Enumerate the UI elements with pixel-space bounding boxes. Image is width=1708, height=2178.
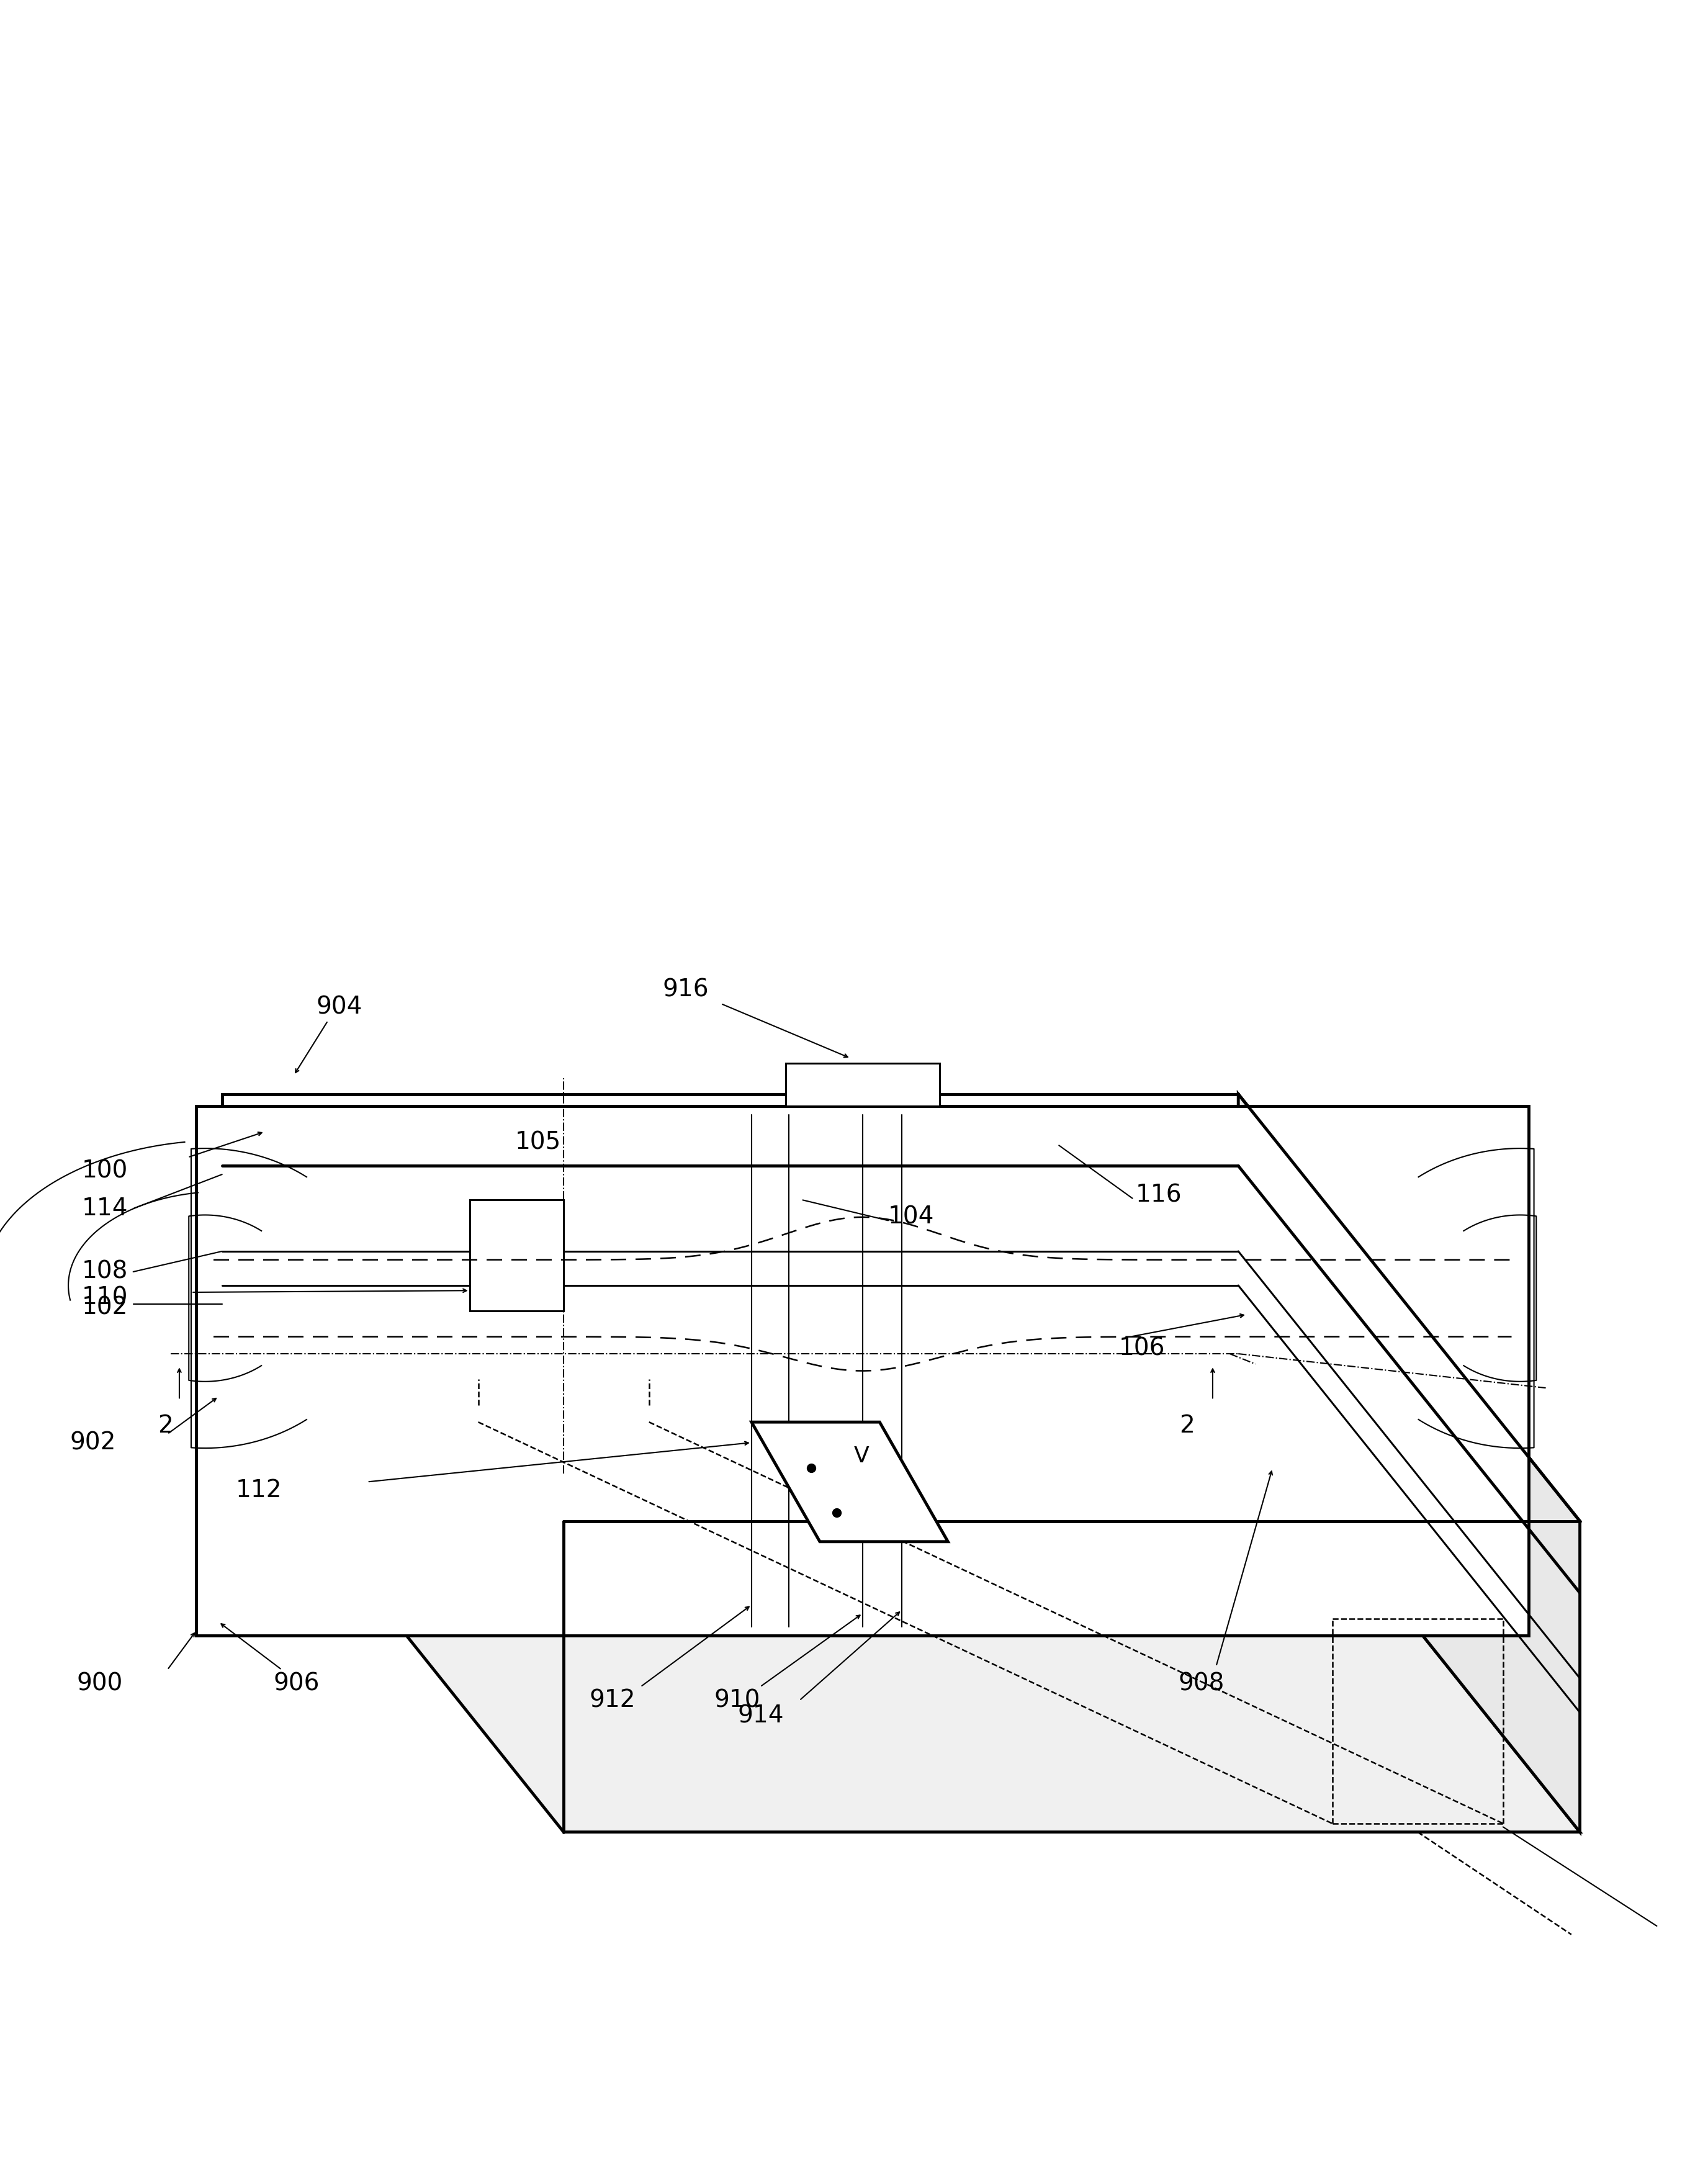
Text: 900: 900 xyxy=(77,1673,123,1694)
Polygon shape xyxy=(786,1063,939,1106)
Text: 912: 912 xyxy=(589,1688,635,1712)
Text: 108: 108 xyxy=(82,1261,128,1283)
Polygon shape xyxy=(752,1422,948,1542)
Polygon shape xyxy=(222,1405,1580,1832)
Text: 112: 112 xyxy=(236,1479,282,1503)
Text: 2: 2 xyxy=(159,1414,173,1437)
Text: 910: 910 xyxy=(714,1688,760,1712)
Text: 100: 100 xyxy=(82,1159,128,1183)
Text: 902: 902 xyxy=(70,1431,116,1455)
Text: 104: 104 xyxy=(888,1204,934,1228)
Text: 2: 2 xyxy=(1180,1414,1194,1437)
Polygon shape xyxy=(1238,1093,1580,1832)
Text: 914: 914 xyxy=(738,1703,784,1727)
Text: 114: 114 xyxy=(82,1196,128,1220)
Text: V: V xyxy=(854,1446,869,1466)
Text: 916: 916 xyxy=(663,978,709,1002)
Text: 110: 110 xyxy=(82,1285,128,1309)
Polygon shape xyxy=(196,1106,1529,1636)
Text: 105: 105 xyxy=(516,1130,560,1154)
Text: 106: 106 xyxy=(1119,1337,1165,1361)
Polygon shape xyxy=(470,1200,564,1311)
Text: 102: 102 xyxy=(82,1296,128,1320)
Polygon shape xyxy=(222,1093,1238,1165)
Text: 116: 116 xyxy=(1136,1183,1182,1207)
Text: 906: 906 xyxy=(273,1673,319,1694)
Polygon shape xyxy=(222,1093,1238,1405)
Text: 904: 904 xyxy=(316,995,362,1019)
Text: 908: 908 xyxy=(1179,1673,1225,1694)
